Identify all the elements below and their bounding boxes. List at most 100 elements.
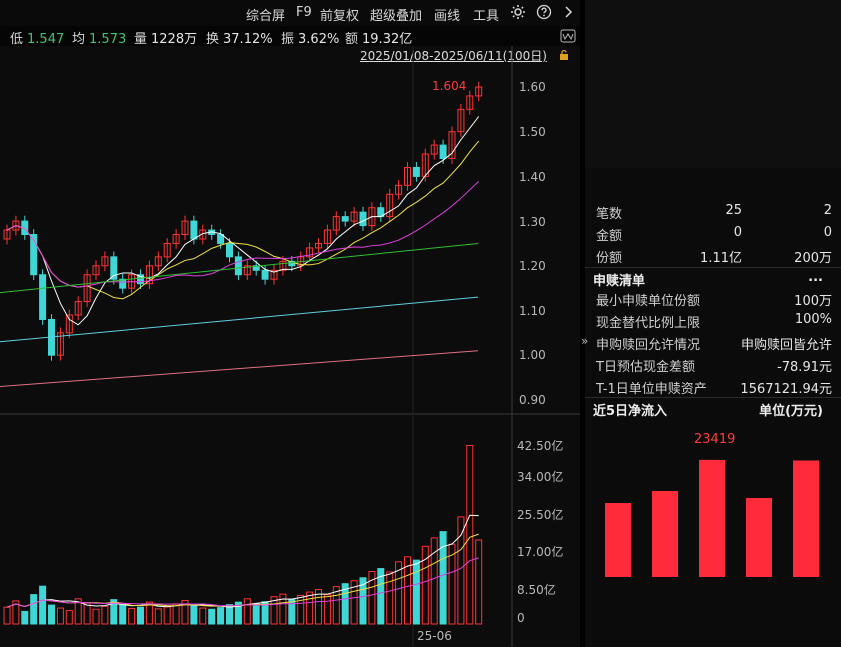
volume-bar	[92, 608, 100, 625]
volume-bar	[190, 605, 198, 625]
candle	[217, 234, 225, 244]
volume-bar	[457, 516, 465, 625]
price-tick: 1.00	[519, 348, 546, 362]
help-icon[interactable]	[536, 4, 552, 20]
candle	[145, 265, 153, 285]
volume-bar	[288, 598, 296, 625]
net-inflow-title: 近5日净流入	[593, 404, 668, 419]
kline-chart-area[interactable]	[0, 46, 580, 647]
net-inflow-bar	[652, 491, 678, 577]
candle	[172, 234, 180, 244]
list-item: 最小申赎单位份额 100万	[596, 294, 832, 309]
ma250-line	[0, 350, 479, 387]
candle	[386, 193, 394, 218]
volume-bar	[21, 610, 29, 625]
candle	[288, 260, 296, 267]
kline-svg[interactable]	[0, 46, 580, 647]
net-inflow-bar	[793, 460, 819, 577]
net-inflow-bar	[605, 503, 631, 577]
volume-bar	[145, 601, 153, 625]
volume-bar	[315, 589, 322, 625]
volume-bar	[181, 599, 189, 625]
toolbar-item-tools[interactable]: 工具	[473, 9, 500, 24]
candle	[74, 301, 82, 316]
volume-bar	[226, 604, 233, 625]
candle	[430, 144, 438, 155]
panel-row-amount: 金额 0 0	[596, 225, 832, 244]
vol-ma20-line	[6, 557, 479, 608]
chevron-right-icon[interactable]	[560, 4, 576, 20]
candle	[341, 216, 349, 222]
volume-bar	[65, 610, 73, 625]
panel-top-area	[585, 0, 841, 168]
toolbar-item-adjust[interactable]: 前复权	[320, 9, 360, 24]
candle	[110, 256, 118, 280]
volume-bar	[154, 608, 162, 625]
volume-bar	[101, 605, 109, 625]
redemption-list-header[interactable]: 申赎清单 ...	[593, 270, 823, 289]
volume-bar	[279, 593, 287, 625]
vol-ma10-line	[6, 533, 479, 608]
volume-bar	[217, 607, 225, 625]
panel-row-shares: 份额 1.11亿 200万	[596, 251, 832, 266]
candle	[270, 269, 278, 280]
net-inflow-bar	[699, 459, 725, 577]
candle	[279, 260, 287, 271]
candle	[243, 265, 251, 276]
price-tick: 1.10	[519, 304, 546, 318]
ma5-line	[6, 116, 480, 326]
candle	[412, 166, 420, 177]
volume-bar	[119, 604, 127, 625]
x-axis-label: 25-06	[417, 629, 452, 643]
volume-bar	[421, 545, 429, 625]
candle	[65, 314, 73, 334]
volume-bar	[163, 606, 171, 625]
candle	[457, 108, 465, 133]
net-inflow-chart	[605, 459, 819, 577]
volume-bar	[439, 531, 447, 625]
gear-icon[interactable]	[510, 4, 526, 20]
candle	[475, 86, 483, 97]
volume-bar	[475, 539, 483, 625]
candle	[119, 278, 127, 289]
net-inflow-bar	[746, 498, 772, 577]
volume-tick: 25.50亿	[517, 508, 564, 522]
chevron-right-icon[interactable]: »	[581, 334, 589, 348]
volume-bar	[12, 600, 20, 625]
volume-bar	[270, 596, 278, 625]
stat-volume: 量 1228万	[134, 32, 198, 47]
wps-icon[interactable]	[560, 29, 576, 43]
toolbar-item-draw[interactable]: 画线	[434, 9, 461, 24]
net-inflow-header: 近5日净流入 单位(万元)	[593, 400, 833, 419]
candle	[39, 274, 47, 320]
volume-tick: 34.00亿	[517, 470, 564, 484]
date-range-label[interactable]: 2025/01/08-2025/06/11(100日)	[360, 49, 547, 63]
top-toolbar: 综合屏 F9 前复权 超级叠加 画线 工具	[0, 0, 580, 26]
more-button[interactable]: ...	[808, 270, 823, 285]
candle	[92, 265, 100, 276]
volume-bar	[323, 594, 331, 625]
volume-bar	[39, 585, 47, 625]
stat-amplitude: 振 3.62%	[281, 32, 340, 47]
quote-stats-row: 低 1.547 均 1.573 量 1228万 换 37.12% 振 3.62% 额 19.…	[0, 26, 580, 47]
volume-bar	[74, 598, 82, 625]
toolbar-item-overlay[interactable]: 超级叠加	[370, 9, 423, 24]
candle	[359, 211, 367, 227]
candle	[315, 242, 322, 249]
candle	[404, 166, 411, 186]
list-item: 申购赎回允许情况 申购赎回皆允许	[596, 338, 832, 353]
volume-bar	[30, 594, 38, 625]
candle	[448, 131, 456, 160]
stat-amount: 额 19.32亿	[345, 32, 413, 47]
volume-bar	[412, 559, 420, 625]
volume-bar	[341, 583, 349, 625]
vol-ma5-line	[6, 514, 479, 608]
candle	[101, 256, 109, 267]
candle	[30, 234, 38, 276]
stat-average: 均 1.573	[72, 32, 127, 47]
lock-icon[interactable]	[558, 49, 570, 61]
toolbar-item-overview[interactable]: 综合屏	[246, 9, 286, 24]
toolbar-item-f9[interactable]: F9	[296, 5, 312, 20]
price-tick: 1.60	[519, 80, 546, 94]
candle	[163, 242, 171, 258]
